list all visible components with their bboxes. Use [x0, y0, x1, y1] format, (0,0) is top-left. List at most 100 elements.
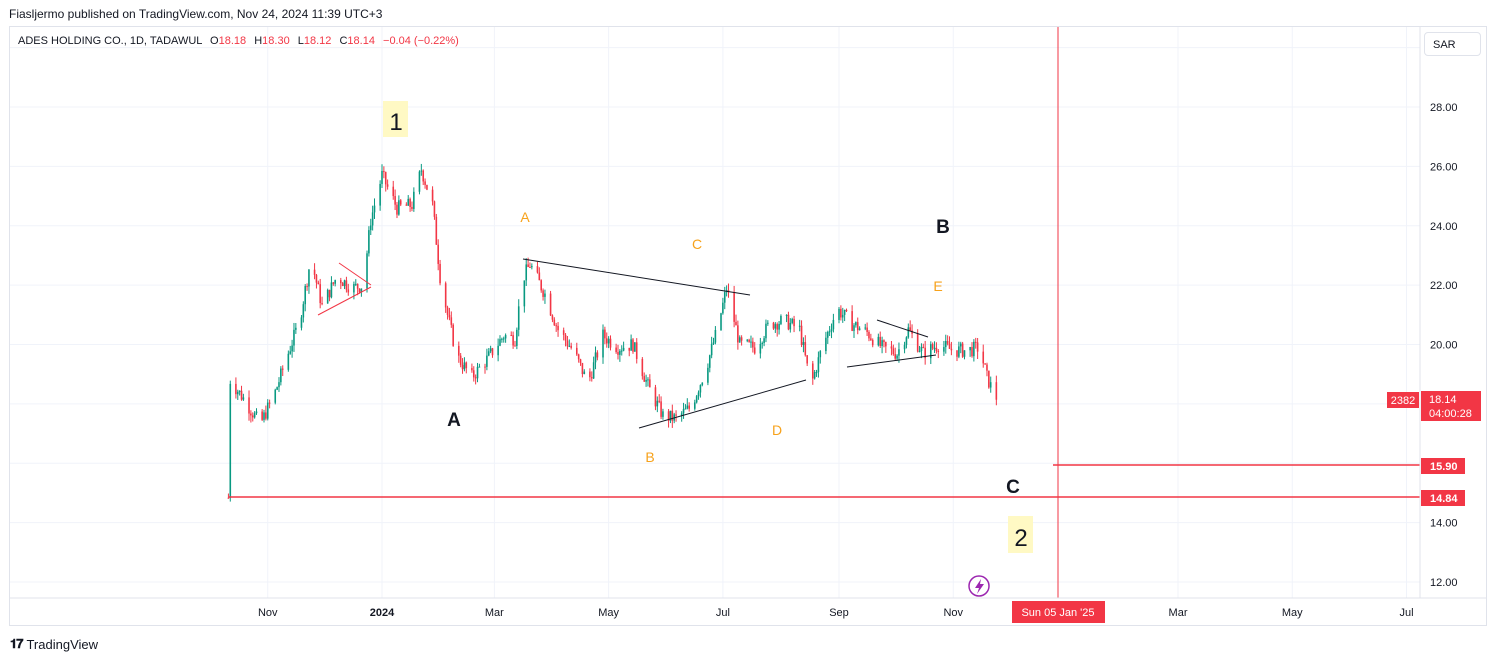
candle-body [830, 329, 833, 332]
candle-body [489, 348, 492, 352]
candle-body [660, 401, 662, 417]
candle-body [959, 343, 962, 347]
candle-body [472, 370, 475, 378]
candle-body [615, 347, 617, 353]
candle-body [929, 344, 932, 359]
candle-body [235, 383, 237, 395]
candle-body [645, 379, 647, 382]
candle-body [671, 410, 674, 421]
lightning-icon[interactable] [968, 575, 990, 597]
candle-body [976, 342, 979, 352]
symbol-name[interactable]: ADES HOLDING CO., 1D, TADAWUL [18, 35, 202, 47]
candle-body [289, 351, 292, 354]
candle-body [922, 346, 925, 348]
candle-body [933, 347, 936, 349]
candle-body [986, 364, 988, 371]
candle-body [281, 368, 284, 370]
candle-body [737, 325, 739, 343]
subwave-E-label: E [933, 278, 942, 294]
candle-body [263, 412, 265, 420]
candle-body [905, 337, 908, 345]
candle-body [851, 311, 853, 331]
candle-body [712, 342, 715, 344]
candle-body [398, 200, 400, 215]
candle-body [789, 322, 792, 330]
candle-body [885, 342, 887, 347]
countdown-text: 04:00:28 [1429, 408, 1472, 420]
candle-body [855, 322, 857, 326]
candle-body [557, 325, 559, 331]
candle-body [811, 363, 814, 379]
candle-body [605, 338, 608, 344]
candle-body [373, 205, 376, 213]
price-axis[interactable]: 28.00 26.00 24.00 22.00 20.00 14.00 12.00 2382… [1387, 27, 1481, 598]
candle-body [864, 327, 867, 329]
candle-body [433, 201, 436, 217]
time-tick-label: Mar [485, 607, 504, 619]
candle-body [516, 329, 518, 346]
time-tick-label: May [598, 607, 619, 619]
candle-body [265, 412, 267, 419]
volume-tag-text: 2382 [1391, 395, 1415, 407]
candle-body [590, 377, 593, 379]
candle-body [529, 267, 531, 269]
candle-body [293, 329, 295, 346]
publisher-line: Fiasljermo published on TradingView.com,… [9, 7, 383, 21]
candle-body [334, 280, 336, 284]
candle-body [517, 306, 520, 330]
candle-body [780, 315, 782, 324]
candle-body [431, 189, 434, 202]
candle-body [368, 230, 370, 254]
candle-body [710, 343, 713, 356]
candle-body [697, 392, 700, 397]
level-badge-14-84 [1421, 490, 1465, 506]
candle-body [347, 289, 350, 293]
candle-body [815, 372, 818, 374]
candle-body [643, 376, 646, 382]
candle-body [628, 347, 631, 351]
triangle-line [638, 379, 807, 429]
candle-body [280, 368, 282, 383]
candle-body [853, 325, 855, 331]
candle-body [306, 286, 308, 288]
candle-body [341, 283, 344, 287]
candle-body [248, 397, 250, 414]
candle-body [577, 354, 580, 360]
candle-body [242, 397, 245, 400]
candle-body [658, 400, 661, 402]
candle-body [326, 289, 329, 304]
candle-body [592, 362, 595, 379]
candle-body [564, 334, 567, 341]
candle-body [411, 206, 413, 209]
candle-body [278, 382, 280, 388]
candle-body [568, 345, 571, 347]
footer-brand[interactable]: 𝟏𝟕 TradingView [10, 636, 98, 652]
candle-body [358, 288, 361, 293]
candle-body [366, 253, 368, 289]
currency-button[interactable]: SAR [1424, 32, 1481, 56]
candle-body [540, 280, 543, 291]
time-axis[interactable]: Nov 2024 Mar May Jul Sep Nov Mar May Jul Sun 05 J… [10, 597, 1486, 623]
candle-body [396, 204, 398, 215]
crosshair-date-badge [1012, 601, 1105, 623]
grid-lines [10, 27, 1420, 598]
candle-body [667, 411, 670, 421]
candle-body [384, 172, 387, 185]
candle-body [738, 337, 741, 343]
candle-body [446, 307, 449, 315]
candle-body [877, 336, 880, 346]
candle-body [791, 318, 793, 323]
candle-body [931, 344, 934, 349]
high-label: H [254, 35, 263, 47]
footer-brand-text: TradingView [26, 636, 99, 652]
candle-body [881, 340, 883, 346]
subwave-B-label: B [645, 449, 654, 465]
candle-body [813, 372, 816, 379]
candle-body [536, 266, 539, 273]
candle-body [684, 408, 687, 410]
candle-body [371, 212, 374, 226]
candle-body [767, 322, 769, 324]
candle-body [838, 308, 840, 320]
candle-body [903, 344, 906, 350]
